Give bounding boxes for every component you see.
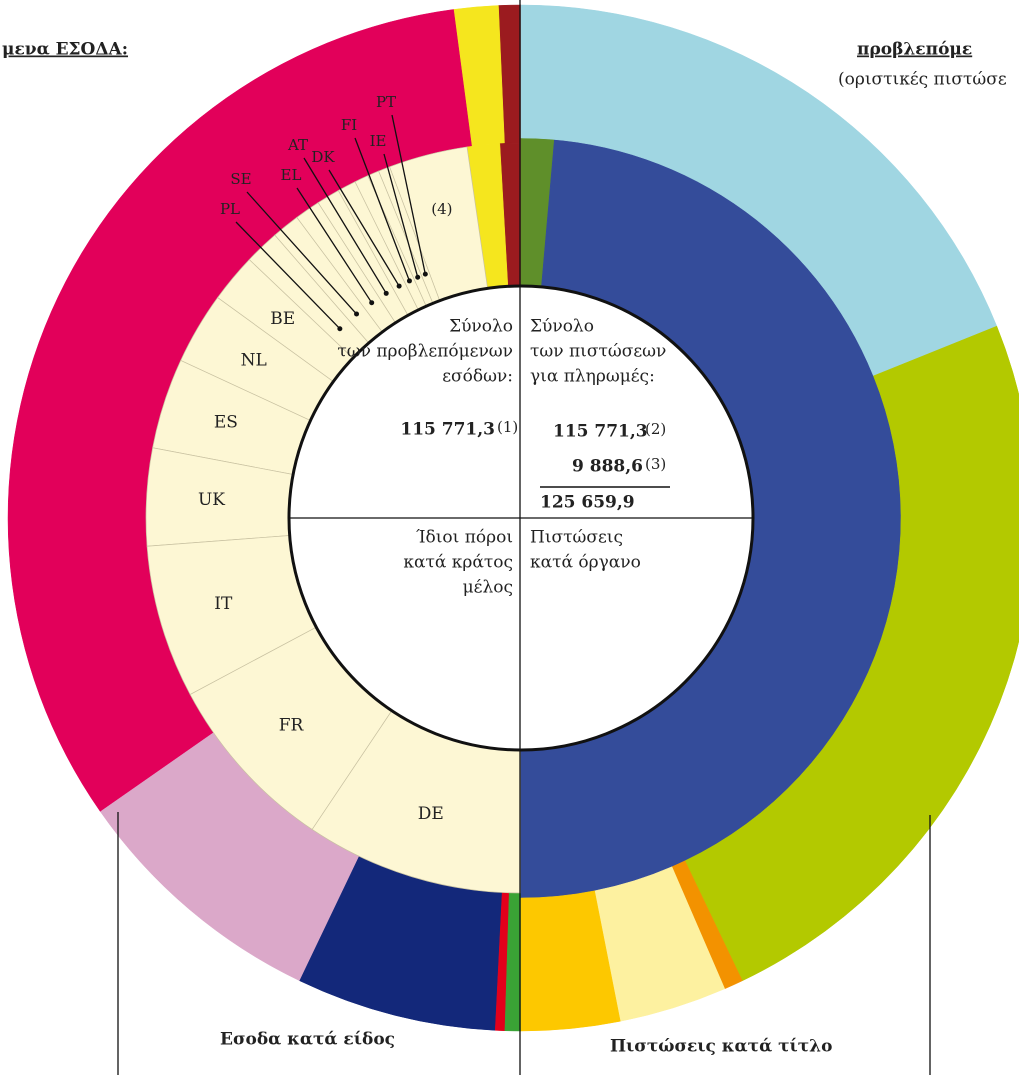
category-label: IE <box>370 132 387 150</box>
leader-line <box>246 191 358 315</box>
category-label: NL <box>241 351 267 371</box>
leader-line <box>303 157 387 294</box>
category-label: BE <box>270 309 295 329</box>
leader-dot <box>396 283 402 289</box>
note: (1) <box>497 418 518 436</box>
extra-total: 9 888,6 <box>572 457 643 477</box>
center-label: κατά όργανο <box>530 553 641 573</box>
donut-segment <box>520 890 621 1032</box>
leader-line <box>328 169 400 287</box>
category-label: SE <box>230 170 251 188</box>
leader-dot <box>415 274 421 280</box>
center-label: Σύνολο <box>449 317 513 337</box>
category-label: DK <box>311 148 335 166</box>
category-label: AT <box>287 136 308 154</box>
center-label: για πληρωμές: <box>530 367 655 387</box>
leader-dot <box>406 278 412 284</box>
category-label: FI <box>341 116 357 134</box>
center-label: Πιστώσεις <box>530 528 623 548</box>
leader-dot <box>422 271 428 277</box>
category-label: EL <box>281 166 302 184</box>
leader-line <box>354 137 411 282</box>
right-title: προβλεπόμε <box>857 40 972 60</box>
leader-line <box>235 221 341 330</box>
note: (2) <box>645 420 666 438</box>
category-label: ES <box>214 413 238 433</box>
category-label: PL <box>220 200 240 218</box>
category-label: IT <box>214 594 233 614</box>
center-label: των προβλεπόμενων <box>337 342 513 362</box>
left-title: μενα ΕΣΟΔΑ: <box>2 40 128 60</box>
category-label: FR <box>279 715 305 735</box>
right-subtitle: (οριστικές πιστώσε <box>838 70 1007 90</box>
center-label: κατά κράτος <box>403 553 513 573</box>
category-label: DE <box>418 804 444 824</box>
leader-dot <box>337 326 343 332</box>
leader-dot <box>369 300 375 306</box>
category-label: UK <box>198 490 225 510</box>
center-label: των πιστώσεων <box>530 342 666 362</box>
donut-segment <box>684 325 1019 982</box>
category-label: (4) <box>431 200 452 218</box>
leader-line <box>383 153 419 278</box>
category-label: PT <box>376 93 396 111</box>
leader-line <box>296 187 373 304</box>
center-label: Σύνολο <box>530 317 594 337</box>
leader-dot <box>354 311 360 317</box>
center-label: εσόδων: <box>442 367 513 387</box>
footer-label: Εσοδα κατά είδος <box>220 1030 395 1050</box>
leader-line <box>391 114 426 275</box>
grand-total: 125 659,9 <box>540 493 635 513</box>
footer-label: Πιστώσεις κατά τίτλο <box>610 1037 832 1057</box>
revenue-total: 115 771,3 <box>400 420 495 440</box>
center-label: Ίδιοι πόροι <box>416 528 513 548</box>
note: (3) <box>645 455 666 473</box>
center-label: μέλος <box>463 578 513 598</box>
donut-segment <box>520 4 998 377</box>
payments-total: 115 771,3 <box>553 422 648 442</box>
leader-dot <box>383 290 389 296</box>
